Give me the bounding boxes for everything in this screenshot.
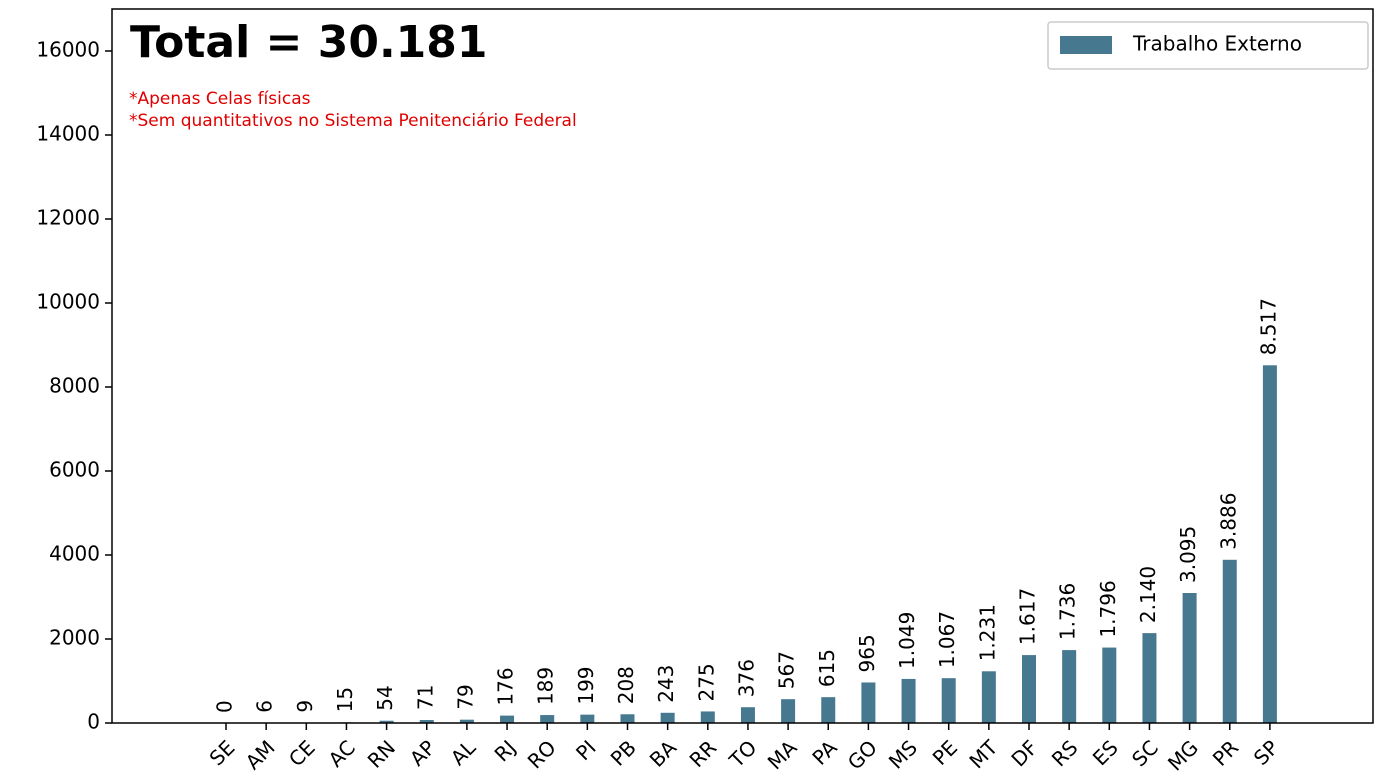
- value-label: 8.517: [1256, 298, 1280, 355]
- x-tick-label: TO: [724, 735, 761, 772]
- x-tick-label: AL: [446, 735, 481, 770]
- value-label: 243: [654, 665, 678, 703]
- x-tick-label: PE: [928, 735, 962, 769]
- x-tick-label: RN: [363, 735, 400, 772]
- bar: [500, 715, 515, 723]
- bar: [1062, 650, 1077, 723]
- value-label: 54: [373, 685, 397, 710]
- y-tick-label: 4000: [49, 542, 100, 566]
- x-tick-label: RJ: [490, 735, 521, 766]
- x-tick-label: MS: [884, 735, 922, 773]
- x-tick-label: PA: [807, 735, 841, 769]
- value-label: 1.736: [1056, 583, 1080, 640]
- y-tick-label: 12000: [36, 206, 100, 230]
- value-label: 9: [293, 700, 317, 713]
- bar: [901, 678, 916, 723]
- x-tick-label: AM: [241, 735, 280, 774]
- bar: [941, 678, 956, 723]
- plot-frame: [111, 8, 1374, 724]
- x-tick-label: AP: [405, 735, 440, 770]
- bar: [981, 671, 996, 723]
- bar: [861, 682, 876, 723]
- x-tick-label: SP: [1249, 735, 1283, 769]
- legend-swatch: [1060, 36, 1112, 54]
- x-tick-label: MA: [763, 735, 802, 774]
- y-tick-label: 16000: [36, 38, 100, 62]
- value-label: 1.617: [1016, 588, 1040, 645]
- value-label: 567: [775, 651, 799, 689]
- value-label: 208: [614, 666, 638, 704]
- bar: [700, 711, 715, 723]
- y-tick-label: 0: [87, 710, 100, 734]
- bar: [781, 699, 796, 723]
- value-label: 71: [413, 685, 437, 710]
- x-tick-label: SE: [205, 735, 240, 770]
- chart-title: Total = 30.181: [130, 17, 488, 68]
- value-label: 376: [734, 659, 758, 697]
- annotation: *Sem quantitativos no Sistema Penitenciá…: [129, 111, 577, 131]
- value-label: 3.886: [1216, 493, 1240, 550]
- value-label: 965: [855, 634, 879, 672]
- bar: [620, 714, 635, 723]
- bar: [580, 714, 595, 723]
- x-tick-label: RR: [685, 735, 722, 772]
- y-tick-label: 8000: [49, 374, 100, 398]
- value-label: 1.796: [1096, 580, 1120, 637]
- x-tick-label: DF: [1006, 735, 1042, 771]
- x-tick-label: SC: [1127, 735, 1163, 771]
- x-tick-label: AC: [324, 735, 360, 771]
- y-tick-label: 10000: [36, 290, 100, 314]
- y-tick-label: 6000: [49, 458, 100, 482]
- x-tick-label: PR: [1208, 735, 1243, 770]
- value-label: 0: [213, 700, 237, 713]
- bar: [660, 712, 675, 723]
- value-label: 15: [333, 687, 357, 712]
- x-tick-label: GO: [843, 735, 882, 774]
- legend-box: [1047, 21, 1369, 70]
- value-label: 615: [815, 649, 839, 687]
- x-tick-label: PI: [571, 735, 601, 765]
- value-label: 79: [453, 684, 477, 709]
- x-tick-label: MT: [964, 735, 1002, 773]
- value-label: 6: [253, 700, 277, 713]
- value-label: 275: [694, 663, 718, 701]
- x-tick-label: PB: [606, 735, 641, 770]
- bar: [1022, 655, 1036, 723]
- annotation: *Apenas Celas físicas: [129, 89, 311, 109]
- value-label: 189: [534, 667, 558, 705]
- bar: [1222, 559, 1237, 723]
- value-label: 176: [494, 667, 518, 705]
- value-label: 2.140: [1136, 566, 1160, 623]
- x-tick-label: BA: [645, 735, 682, 772]
- value-label: 1.067: [935, 611, 959, 668]
- bar: [740, 707, 755, 723]
- bar: [540, 715, 555, 723]
- bar: [459, 719, 474, 723]
- value-label: 1.049: [895, 612, 919, 669]
- legend-label: Trabalho Externo: [1132, 32, 1302, 56]
- bar: [419, 720, 434, 723]
- value-label: 1.231: [975, 604, 999, 661]
- x-tick-label: CE: [284, 735, 320, 771]
- bar: [1102, 647, 1117, 723]
- value-label: 3.095: [1176, 526, 1200, 583]
- x-tick-label: ES: [1088, 735, 1123, 770]
- value-label: 199: [574, 666, 598, 704]
- bar: [821, 697, 836, 723]
- bar: [1142, 633, 1157, 723]
- bar: [1262, 365, 1277, 723]
- y-tick-label: 14000: [36, 122, 100, 146]
- y-tick-label: 2000: [49, 626, 100, 650]
- bar: [1182, 593, 1197, 723]
- bar: [379, 720, 394, 723]
- x-tick-label: RS: [1047, 735, 1083, 771]
- x-tick-label: RO: [523, 735, 561, 773]
- x-tick-label: MG: [1163, 735, 1203, 775]
